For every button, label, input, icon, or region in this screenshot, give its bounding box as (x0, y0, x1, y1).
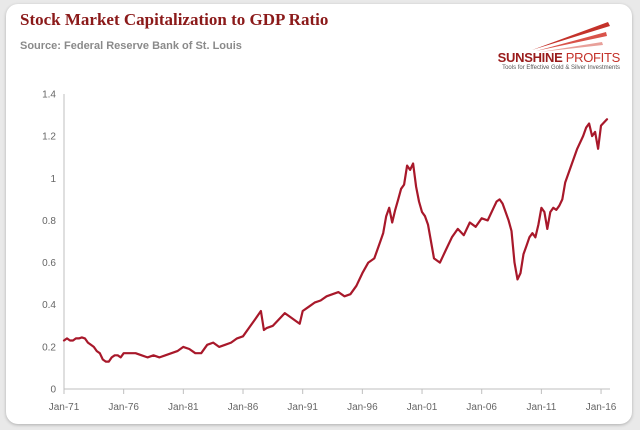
logo-wordmark: SUNSHINE PROFITS (497, 50, 621, 65)
chart-title: Stock Market Capitalization to GDP Ratio (20, 10, 329, 29)
y-tick-label: 1.4 (42, 90, 56, 101)
x-tick-label: Jan-01 (407, 402, 438, 413)
sunshine-profits-logo: SUNSHINE PROFITS Tools for Effective Gol… (470, 14, 620, 74)
series-line (62, 118, 609, 363)
sun-rays-icon (532, 22, 610, 52)
chart-source: Source: Federal Reserve Bank of St. Loui… (20, 40, 242, 52)
logo-tagline: Tools for Effective Gold & Silver Invest… (502, 65, 620, 71)
x-axis: Jan-71 Jan-76 Jan-81 Jan-86 Jan-91 Jan-96 Jan-… (49, 388, 617, 413)
logo-name-light: PROFITS (565, 50, 621, 65)
logo-name-bold: SUNSHINE (497, 50, 563, 65)
plot-area (62, 118, 609, 363)
chart-card (6, 4, 632, 424)
x-tick-label: Jan-91 (287, 402, 318, 413)
x-tick-label: Jan-81 (168, 402, 199, 413)
x-tick-label: Jan-16 (586, 402, 617, 413)
x-tick-label: Jan-71 (49, 402, 80, 413)
y-tick-label: 1 (50, 174, 56, 185)
x-tick-label: Jan-76 (108, 402, 139, 413)
y-tick-label: 1.2 (42, 132, 56, 143)
x-tick-label: Jan-96 (347, 402, 378, 413)
x-tick-label: Jan-11 (526, 402, 556, 413)
y-tick-label: 0.2 (42, 342, 56, 353)
y-tick-label: 0.4 (42, 300, 56, 311)
y-tick-label: 0.8 (42, 216, 56, 227)
x-tick-label: Jan-86 (228, 402, 259, 413)
y-tick-label: 0.6 (42, 258, 56, 269)
y-tick-label: 0 (50, 385, 56, 396)
x-tick-label: Jan-06 (466, 402, 497, 413)
y-axis: 0 0.2 0.4 0.6 0.8 1 1.2 1.4 (42, 90, 65, 396)
